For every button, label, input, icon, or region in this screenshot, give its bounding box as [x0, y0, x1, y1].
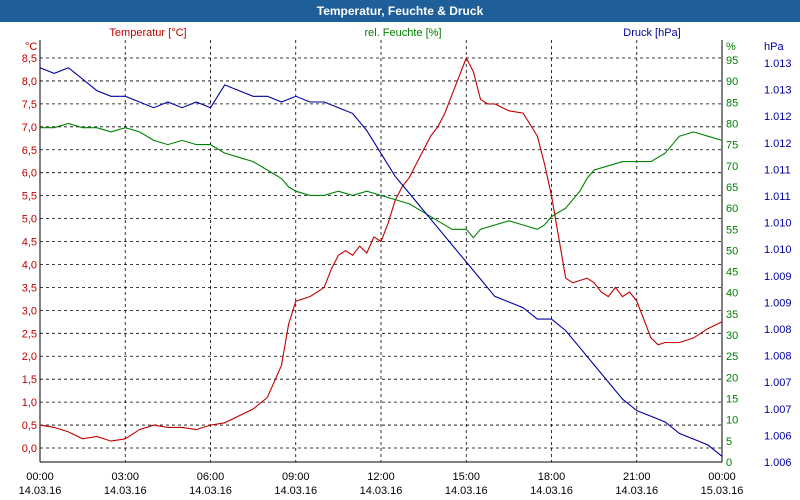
tick-labels: 0,0 0,5 1,0 1,5 2,0 2,5 3,0 3,5 4,0 4,5 5,0 5,5 6,0 6… [19, 53, 792, 497]
temperature-tick-label: 6,5 [22, 145, 37, 157]
pressure-tick-label: 1.008 [764, 324, 792, 336]
x-tick-date: 14.03.16 [445, 485, 488, 497]
humidity-tick-label: 70 [726, 161, 738, 173]
x-tick-date: 14.03.16 [19, 485, 62, 497]
temperature-tick-label: 6,0 [22, 168, 37, 180]
x-tick-time: 06:00 [197, 471, 225, 483]
pressure-tick-label: 1.009 [764, 271, 792, 283]
pressure-tick-label: 1.013 [764, 85, 792, 97]
temperature-tick-label: 0,0 [22, 443, 37, 455]
temperature-tick-label: 5,0 [22, 214, 37, 226]
x-tick-time: 15:00 [452, 471, 480, 483]
humidity-tick-label: 65 [726, 182, 738, 194]
x-tick-date: 14.03.16 [104, 485, 147, 497]
x-tick-time: 21:00 [623, 471, 651, 483]
humidity-tick-label: 20 [726, 372, 738, 384]
humidity-tick-label: 25 [726, 351, 738, 363]
pressure-tick-label: 1.007 [764, 404, 792, 416]
humidity-tick-label: 40 [726, 288, 738, 300]
temperature-tick-label: 0,5 [22, 420, 37, 432]
temperature-tick-label: 5,5 [22, 191, 37, 203]
humidity-tick-label: 15 [726, 394, 738, 406]
humidity-tick-label: 75 [726, 140, 738, 152]
pressure-axis-title: Druck [hPa] [623, 27, 680, 39]
x-tick-date: 15.03.16 [701, 485, 744, 497]
humidity-tick-label: 80 [726, 118, 738, 130]
pressure-tick-label: 1.011 [764, 191, 791, 203]
x-tick-time: 03:00 [111, 471, 139, 483]
pressure-series-line [39, 67, 723, 457]
humidity-tick-label: 85 [726, 97, 738, 109]
chart-title: Temperatur, Feuchte & Druck [316, 4, 484, 18]
humidity-tick-label: 60 [726, 203, 738, 215]
humidity-tick-label: 0 [726, 457, 732, 469]
pressure-tick-label: 1.012 [764, 138, 792, 150]
humidity-tick-label: 35 [726, 309, 738, 321]
series-lines [39, 56, 723, 457]
pressure-tick-label: 1.012 [764, 111, 792, 123]
temperature-tick-label: 1,0 [22, 397, 37, 409]
humidity-unit-label: % [726, 41, 736, 53]
pressure-tick-label: 1.010 [764, 244, 792, 256]
temperature-tick-label: 1,5 [22, 374, 37, 386]
x-tick-date: 14.03.16 [274, 485, 317, 497]
humidity-tick-label: 10 [726, 415, 738, 427]
temperature-series-line [39, 56, 723, 442]
chart-title-bar: Temperatur, Feuchte & Druck [0, 0, 800, 22]
x-tick-time: 00:00 [26, 471, 54, 483]
pressure-unit-label: hPa [764, 41, 784, 53]
temperature-unit-label: °C [25, 41, 37, 53]
temperature-tick-label: 7,0 [22, 122, 37, 134]
humidity-tick-label: 45 [726, 267, 738, 279]
temperature-tick-label: 4,0 [22, 259, 37, 271]
humidity-axis-title: rel. Feuchte [%] [364, 27, 441, 39]
x-tick-time: 12:00 [367, 471, 395, 483]
pressure-tick-label: 1.007 [764, 377, 792, 389]
temperature-tick-label: 2,0 [22, 351, 37, 363]
pressure-tick-label: 1.006 [764, 430, 792, 442]
x-tick-date: 14.03.16 [189, 485, 232, 497]
x-tick-date: 14.03.16 [530, 485, 573, 497]
pressure-tick-label: 1.008 [764, 351, 792, 363]
temperature-tick-label: 3,0 [22, 305, 37, 317]
temperature-tick-label: 7,5 [22, 99, 37, 111]
pressure-tick-label: 1.006 [764, 457, 792, 469]
humidity-tick-label: 5 [726, 436, 732, 448]
grid [40, 40, 722, 462]
humidity-tick-label: 90 [726, 76, 738, 88]
humidity-tick-label: 95 [726, 55, 738, 67]
x-tick-time: 00:00 [708, 471, 736, 483]
temperature-tick-label: 8,0 [22, 76, 37, 88]
x-tick-date: 14.03.16 [360, 485, 403, 497]
plot-frame [39, 40, 723, 463]
x-tick-time: 09:00 [282, 471, 310, 483]
humidity-tick-label: 50 [726, 245, 738, 257]
temperature-axis-title: Temperatur [°C] [109, 27, 186, 39]
temperature-tick-label: 3,5 [22, 282, 37, 294]
pressure-tick-label: 1.011 [764, 164, 791, 176]
temperature-tick-label: 2,5 [22, 328, 37, 340]
humidity-tick-label: 55 [726, 224, 738, 236]
pressure-tick-label: 1.013 [764, 58, 792, 70]
pressure-tick-label: 1.010 [764, 218, 792, 230]
humidity-series-line [40, 122, 723, 239]
x-tick-date: 14.03.16 [615, 485, 658, 497]
humidity-tick-label: 30 [726, 330, 738, 342]
temperature-tick-label: 4,5 [22, 237, 37, 249]
pressure-tick-label: 1.009 [764, 297, 792, 309]
x-tick-time: 18:00 [538, 471, 566, 483]
temperature-tick-label: 8,5 [22, 53, 37, 65]
